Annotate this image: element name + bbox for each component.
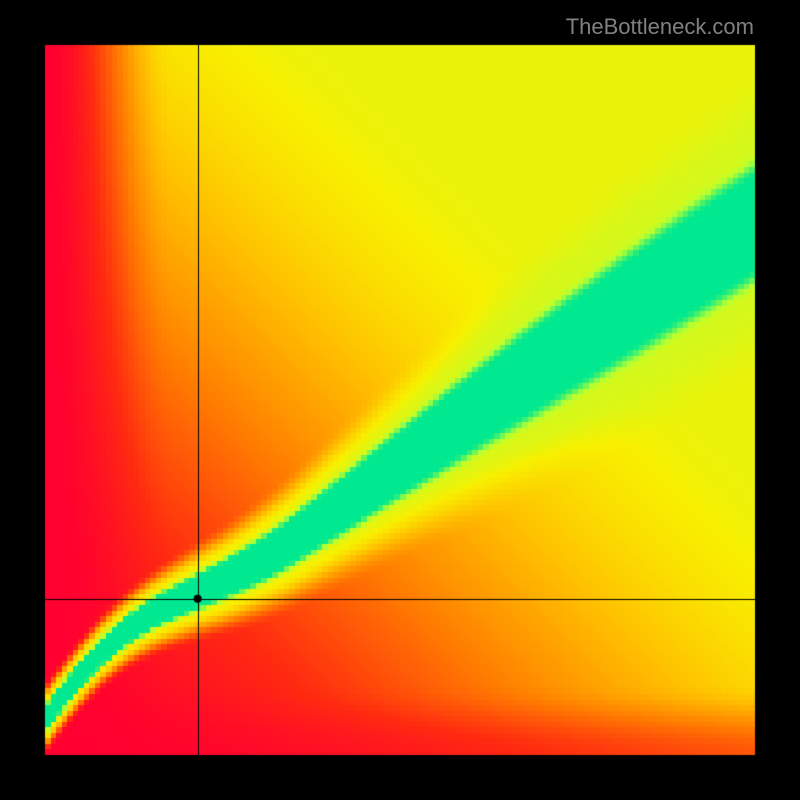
bottleneck-heatmap-canvas xyxy=(0,0,800,800)
watermark-text: TheBottleneck.com xyxy=(566,14,754,40)
chart-stage: TheBottleneck.com xyxy=(0,0,800,800)
